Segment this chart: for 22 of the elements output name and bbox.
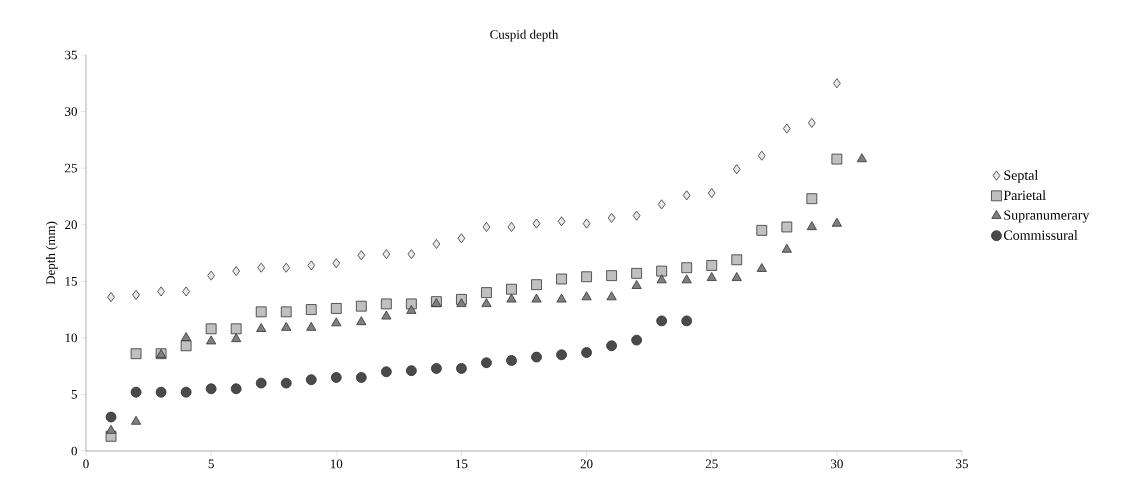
legend-label: Commissural [1004, 230, 1078, 240]
x-tick-label: 15 [456, 459, 468, 469]
y-tick-label: 30 [65, 107, 77, 116]
legend-label: Parietal [1003, 190, 1046, 201]
y-axis-title: Depth (mm) [45, 221, 58, 285]
x-tick-label: 5 [208, 459, 214, 469]
x-tick-label: 10 [330, 459, 343, 469]
y-tick-label: 35 [65, 50, 77, 60]
x-tick-label: 20 [580, 459, 593, 469]
y-tick-label: 5 [71, 390, 77, 399]
legend-label: Supranumerary [1004, 210, 1090, 223]
legend-label: Septal [1004, 170, 1039, 183]
x-tick-label: 25 [705, 459, 718, 469]
y-tick-label: 15 [65, 276, 77, 286]
x-tick-label: 0 [83, 459, 89, 469]
x-tick-label: 30 [831, 459, 843, 469]
y-tick-label: 0 [71, 446, 77, 456]
y-tick-label: 10 [65, 333, 77, 343]
y-tick-label: 25 [65, 163, 77, 173]
chart-title: Cuspid depth [490, 29, 559, 42]
x-tick-label: 35 [956, 459, 968, 469]
y-tick-label: 20 [65, 220, 77, 230]
